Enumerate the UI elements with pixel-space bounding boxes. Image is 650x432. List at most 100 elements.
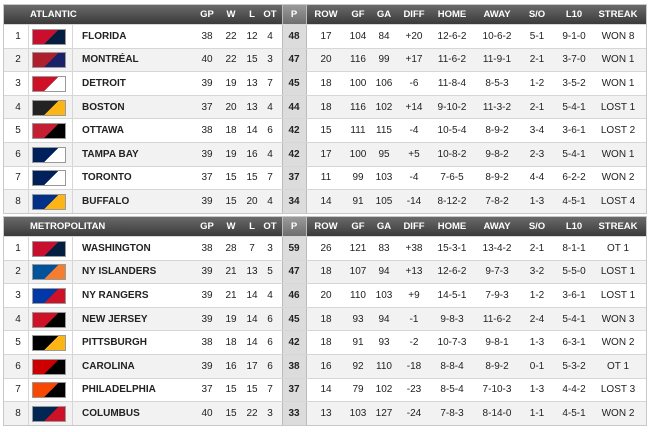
stat: 6 <box>267 125 273 137</box>
stat: 18 <box>320 266 332 278</box>
stat: 10-8-2 <box>437 148 467 160</box>
stat: 14 <box>320 384 332 396</box>
column-header: GF <box>351 9 365 20</box>
column-header: L10 <box>565 9 583 20</box>
stat: 8-12-2 <box>437 195 467 207</box>
points: 47 <box>288 266 300 278</box>
team-logo <box>32 75 66 92</box>
stat: 2-4 <box>529 313 545 325</box>
rank: 8 <box>15 195 21 207</box>
stat: 11-3-2 <box>482 101 512 113</box>
rank: 7 <box>15 172 21 184</box>
stat: 13-4-2 <box>482 242 512 254</box>
stat: 40 <box>201 407 213 419</box>
stat: +9 <box>408 289 420 301</box>
team-name: DETROIT <box>82 77 126 89</box>
stat: 15-3-1 <box>437 242 467 254</box>
stat: 4 <box>267 195 273 207</box>
stat: -24 <box>406 407 422 419</box>
stat: 5-3-2 <box>562 360 586 372</box>
stat: 28 <box>225 242 237 254</box>
team-row: 1 FLORIDA 38 22 12 4 48 17 104 84 +20 12-6-2 10-6-2 5… <box>4 24 646 48</box>
separator <box>72 48 73 72</box>
division-table: METROPOLITAN GP W L OT P ROW GF GA DIFF HOME AWAY S/… <box>3 216 647 426</box>
stat: 4-5-1 <box>562 407 586 419</box>
stat: 7-6-5 <box>440 172 464 184</box>
points-column-bg <box>282 143 307 166</box>
stat: 12 <box>246 30 258 42</box>
points-column-bg <box>282 307 307 331</box>
points-column-bg <box>282 237 307 260</box>
column-header: OT <box>263 9 277 20</box>
team-row: 7 PHILADELPHIA 37 15 15 7 37 14 79 102 -23 8-5-4 7-1… <box>4 377 646 402</box>
points: 42 <box>288 337 300 349</box>
stat: +5 <box>408 148 420 160</box>
stat: 38 <box>201 125 213 137</box>
stat: 11 <box>320 172 332 184</box>
stat: 39 <box>201 313 213 325</box>
column-header: P <box>290 221 298 232</box>
points-column-bg <box>282 72 307 95</box>
stat: LOST 3 <box>600 384 636 396</box>
stat: 7 <box>267 172 273 184</box>
stat: 103 <box>349 407 367 419</box>
stat: 92 <box>352 360 364 372</box>
stat: 18 <box>320 313 332 325</box>
stat: 2-1 <box>529 101 545 113</box>
separator <box>72 25 73 48</box>
points-column-bg <box>282 48 307 72</box>
points-column-header-bg <box>282 5 307 24</box>
rank: 7 <box>15 384 21 396</box>
stat: 18 <box>320 77 332 89</box>
column-header: GF <box>351 221 365 232</box>
stat: 15 <box>320 125 332 137</box>
separator <box>28 331 29 354</box>
stat: 99 <box>378 54 390 66</box>
separator <box>28 260 29 284</box>
stat: 103 <box>375 172 393 184</box>
points: 46 <box>288 289 300 301</box>
column-header: GP <box>200 9 214 20</box>
points: 37 <box>288 384 300 396</box>
stat: 4 <box>267 30 273 42</box>
stat: 11-6-2 <box>482 313 512 325</box>
stat: 9-1-0 <box>562 30 586 42</box>
stat: WON 3 <box>601 313 635 325</box>
stat: 127 <box>375 407 393 419</box>
stat: OT 1 <box>606 360 630 372</box>
stat: 6 <box>267 337 273 349</box>
stat: 14 <box>246 289 258 301</box>
stat: 94 <box>378 266 390 278</box>
stat: 11-9-1 <box>482 54 512 66</box>
team-row: 4 NEW JERSEY 39 19 14 6 45 18 93 94 -1 9-8-3 11-6-2 2… <box>4 306 646 331</box>
stat: 121 <box>349 242 367 254</box>
stat: 17 <box>320 30 332 42</box>
separator <box>72 143 73 166</box>
separator <box>72 119 73 142</box>
stat: 16 <box>320 360 332 372</box>
column-header: STREAK <box>598 9 638 20</box>
stat: +13 <box>405 266 423 278</box>
stat: 116 <box>350 101 366 113</box>
stat: 15 <box>246 384 258 396</box>
stat: 22 <box>246 407 258 419</box>
stat: 14 <box>320 195 332 207</box>
team-name: NY RANGERS <box>82 289 149 301</box>
stat: 15 <box>225 407 237 419</box>
stat: WON 1 <box>601 148 635 160</box>
points-column-header-bg <box>282 217 307 236</box>
stat: 95 <box>378 148 390 160</box>
stat: 38 <box>201 337 213 349</box>
stat: 3-5-2 <box>562 77 586 89</box>
team-row: 1 WASHINGTON 38 28 7 3 59 26 121 83 +38 15-3-1 13-4-… <box>4 236 646 260</box>
stat: 2-1 <box>529 242 545 254</box>
stat: 15 <box>246 54 258 66</box>
stat: 7 <box>267 77 273 89</box>
stat: 16 <box>246 148 258 160</box>
separator <box>28 95 29 119</box>
stat: LOST 1 <box>600 101 636 113</box>
stat: 7-8-3 <box>440 407 464 419</box>
stat: 5-4-1 <box>562 148 586 160</box>
points: 47 <box>288 54 300 66</box>
stat: 10-5-4 <box>437 125 467 137</box>
